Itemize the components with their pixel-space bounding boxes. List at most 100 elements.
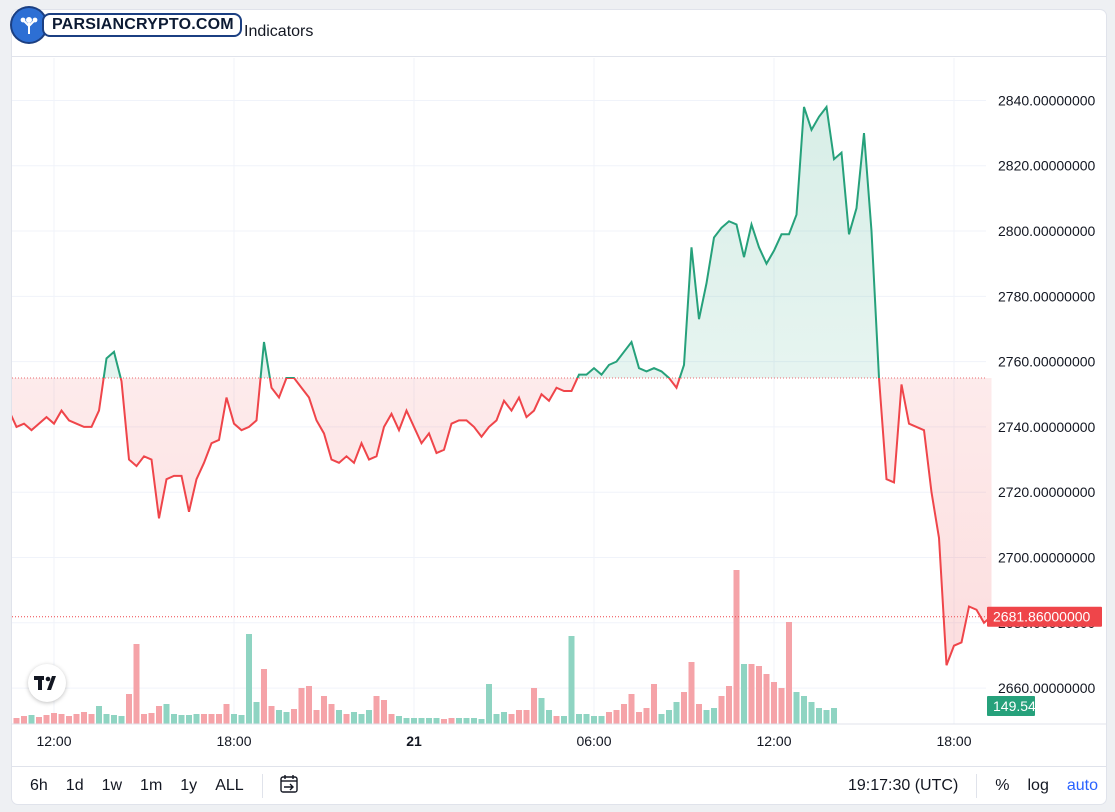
volume-bar xyxy=(148,713,155,724)
volume-bar xyxy=(748,664,755,724)
volume-bar xyxy=(306,686,312,724)
volume-bar xyxy=(388,714,395,724)
volume-bar xyxy=(381,700,387,724)
volume-bar xyxy=(591,716,597,724)
volume-bar xyxy=(283,712,290,724)
y-tick-label: 2840.00000000 xyxy=(998,92,1096,108)
volume-bar xyxy=(508,714,515,724)
volume-bar xyxy=(696,704,702,724)
price-chart[interactable]: 2660.000000002680.000000002700.000000002… xyxy=(12,10,1106,756)
volume-bar xyxy=(756,666,762,724)
volume-bar xyxy=(261,669,267,724)
volume-bar xyxy=(133,644,140,724)
range-all[interactable]: ALL xyxy=(215,777,244,794)
volume-bar xyxy=(418,718,425,724)
chart-footer: 6h 1d 1w 1m 1y ALL 19:17:30 (UTC) % log auto xyxy=(12,766,1106,804)
last-price-badge xyxy=(987,606,1102,627)
volume-bar xyxy=(606,712,612,724)
scale-options: 19:17:30 (UTC) % log auto xyxy=(830,767,1098,804)
volume-bar xyxy=(538,698,545,724)
calendar-goto-icon[interactable] xyxy=(277,772,301,801)
range-1y[interactable]: 1y xyxy=(180,777,198,794)
volume-bar xyxy=(643,708,650,724)
y-tick-label: 2700.00000000 xyxy=(998,550,1096,566)
y-tick-label: 2800.00000000 xyxy=(998,223,1096,239)
volume-bar xyxy=(831,708,837,724)
y-tick-label: 2740.00000000 xyxy=(998,419,1096,435)
x-tick-label: 18:00 xyxy=(216,733,251,749)
volume-bar xyxy=(703,710,710,724)
percent-toggle[interactable]: % xyxy=(995,777,1010,794)
x-tick-label: 12:00 xyxy=(36,733,71,749)
volume-bar xyxy=(336,710,342,724)
volume-bar xyxy=(741,664,747,724)
volume-bar xyxy=(163,704,170,724)
volume-bar xyxy=(433,718,440,724)
area-above-baseline xyxy=(12,106,992,378)
volume-bar xyxy=(613,710,620,724)
volume-bar xyxy=(231,714,237,724)
volume-bar xyxy=(471,718,477,724)
volume-bar xyxy=(21,716,27,724)
volume-bar xyxy=(58,714,65,724)
volume-bar xyxy=(73,714,80,724)
indicators-button[interactable]: Indicators xyxy=(244,23,314,40)
y-tick-label: 2780.00000000 xyxy=(998,288,1096,304)
volume-bar xyxy=(343,714,350,724)
volume-bar xyxy=(658,714,665,724)
volume-bar xyxy=(246,634,252,724)
volume-bar xyxy=(223,704,230,724)
auto-toggle[interactable]: auto xyxy=(1066,777,1098,794)
volume-bar xyxy=(193,714,200,724)
volume-bar xyxy=(358,714,365,724)
volume-bar xyxy=(523,710,530,724)
volume-bar xyxy=(366,710,372,724)
volume-bar xyxy=(666,710,672,724)
range-1d[interactable]: 1d xyxy=(65,777,84,794)
volume-bar xyxy=(238,715,245,724)
volume-bar xyxy=(111,715,117,724)
volume-bar xyxy=(651,684,657,724)
volume-bar xyxy=(43,715,50,724)
volume-bar xyxy=(51,713,57,724)
y-tick-label: 2660.00000000 xyxy=(998,680,1096,696)
volume-bar xyxy=(141,714,147,724)
range-1w[interactable]: 1w xyxy=(101,777,123,794)
log-toggle[interactable]: log xyxy=(1027,777,1049,794)
volume-bar xyxy=(328,704,335,724)
volume-bar xyxy=(81,712,87,724)
volume-bar xyxy=(681,692,687,724)
volume-bar xyxy=(568,636,575,724)
brand-logo: PARSIANCRYPTO.COM xyxy=(12,8,242,42)
volume-bar xyxy=(171,714,177,724)
price-line-down xyxy=(12,377,993,666)
volume-bar xyxy=(186,715,192,724)
volume-bar xyxy=(403,718,410,724)
volume-bar xyxy=(823,710,830,724)
range-1m[interactable]: 1m xyxy=(140,777,163,794)
volume-bar xyxy=(201,714,207,724)
volume-bar xyxy=(583,714,590,724)
volume-bar xyxy=(546,710,552,724)
tradingview-logo[interactable] xyxy=(28,664,66,702)
footer-divider xyxy=(261,774,263,798)
volume-bar xyxy=(793,692,800,724)
utc-clock[interactable]: 19:17:30 (UTC) xyxy=(848,777,959,794)
volume-bar xyxy=(463,718,470,724)
volume-bar xyxy=(396,716,402,724)
volume-bar xyxy=(291,709,297,724)
volume-bar xyxy=(118,716,125,724)
volume-bar xyxy=(96,706,102,724)
volume-bar xyxy=(501,712,507,724)
volume-bar xyxy=(718,696,725,724)
volume-bar xyxy=(763,674,770,724)
x-tick-label: 18:00 xyxy=(936,733,971,749)
volume-bar xyxy=(621,704,627,724)
range-6h[interactable]: 6h xyxy=(30,777,48,794)
volume-bar xyxy=(628,694,635,724)
volume-bar xyxy=(313,710,320,724)
x-tick-label: 06:00 xyxy=(576,733,611,749)
volume-bar xyxy=(673,702,680,724)
volume-bar xyxy=(493,714,500,724)
y-tick-label: 2820.00000000 xyxy=(998,158,1096,174)
